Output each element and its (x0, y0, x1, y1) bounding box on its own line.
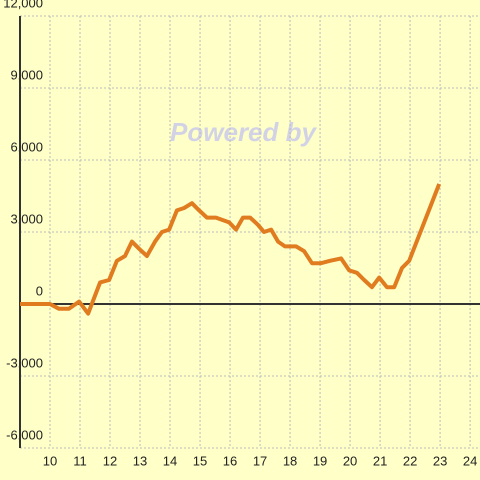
y-tick-label: 9,000 (10, 67, 43, 82)
y-tick-label: 12,000 (3, 0, 43, 10)
x-tick-label: 19 (313, 453, 327, 468)
x-tick-label: 20 (343, 453, 357, 468)
y-tick-label: 0 (36, 283, 43, 298)
y-tick-label: -3,000 (6, 355, 43, 370)
x-tick-label: 15 (193, 453, 207, 468)
x-tick-label: 13 (133, 453, 147, 468)
x-tick-label: 18 (283, 453, 297, 468)
y-tick-label: -6,000 (6, 427, 43, 442)
y-tick-label: 3,000 (10, 211, 43, 226)
watermark: Powered by (170, 117, 317, 147)
x-tick-label: 10 (43, 453, 57, 468)
x-tick-label: 14 (163, 453, 177, 468)
x-tick-label: 21 (373, 453, 387, 468)
x-tick-label: 22 (403, 453, 417, 468)
x-tick-label: 23 (433, 453, 447, 468)
x-tick-label: 11 (73, 453, 87, 468)
x-tick-label: 16 (223, 453, 237, 468)
x-tick-label: 12 (103, 453, 117, 468)
x-tick-label: 17 (253, 453, 267, 468)
y-tick-label: 6,000 (10, 139, 43, 154)
data-line (20, 183, 442, 316)
x-tick-label: 24 (463, 453, 477, 468)
